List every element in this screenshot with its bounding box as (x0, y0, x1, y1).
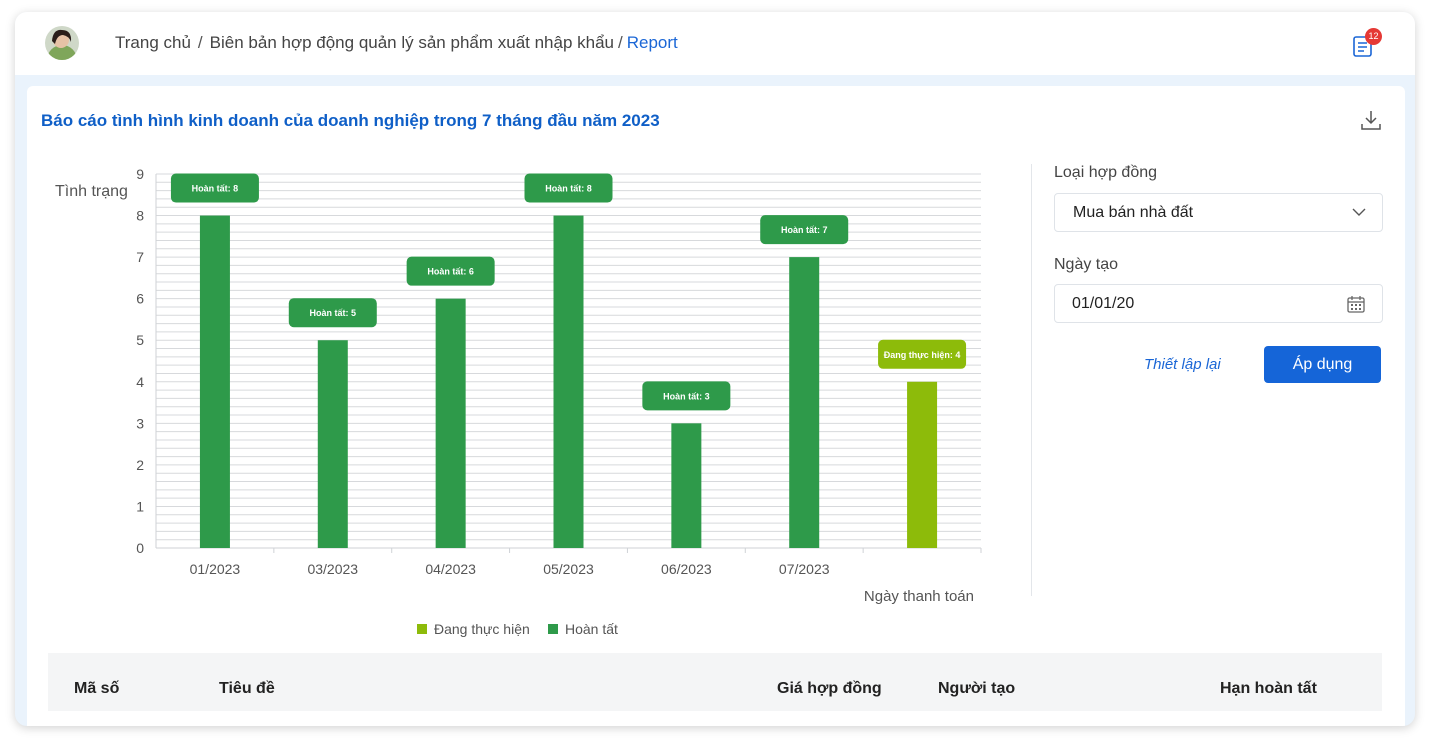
table-header: Mã số Tiêu đề Giá hợp đồng Người tạo Hạn… (48, 653, 1382, 711)
y-tick-label: 0 (136, 540, 144, 556)
bar-label-box (406, 256, 495, 286)
notification-badge: 12 (1365, 28, 1382, 45)
bar-data-label: Hoàn tất: 8 (545, 184, 592, 194)
bar-data-label: Đang thực hiện: 4 (884, 350, 961, 360)
bar-data-label: Hoàn tất: 5 (310, 308, 357, 318)
x-axis-title: Ngày thanh toán (864, 588, 974, 605)
reset-button[interactable]: Thiết lập lại (1144, 356, 1221, 373)
legend-swatch (417, 624, 427, 634)
column-header-code[interactable]: Mã số (74, 680, 120, 697)
y-tick-label: 1 (136, 498, 144, 514)
chevron-down-icon (1352, 208, 1366, 216)
contract-type-value: Mua bán nhà đất (1073, 204, 1194, 221)
bar-label-box (170, 173, 259, 203)
document-list-icon[interactable] (1351, 32, 1375, 58)
calendar-icon[interactable] (1346, 294, 1366, 314)
bar-data-label: Hoàn tất: 7 (781, 225, 828, 235)
x-tick-label: 07/2023 (779, 561, 830, 577)
created-date-field[interactable]: 01/01/20 (1054, 284, 1383, 323)
top-bar: Trang chủ / Biên bản hợp động quản lý sản … (15, 12, 1415, 75)
breadcrumb-separator: / (618, 33, 623, 52)
chart-area: 0 1 2 3 4 5 6 7 8 9 Tình trạng Hoàn tất: 8 01/2023 Ho… (27, 146, 1017, 666)
bar-data-label: Hoàn tất: 8 (192, 184, 239, 194)
bar-label-box (524, 173, 613, 203)
bar-7 (907, 381, 938, 548)
apply-button[interactable]: Áp dụng (1264, 346, 1381, 383)
breadcrumb-home[interactable]: Trang chủ (115, 33, 191, 52)
bar-label-box (288, 298, 377, 328)
bar-3 (435, 298, 466, 548)
breadcrumb-parent[interactable]: Biên bản hợp động quản lý sản phẩm xuất … (209, 33, 614, 52)
app-window: Trang chủ / Biên bản hợp động quản lý sản … (15, 12, 1415, 726)
y-axis-title: Tình trạng (55, 183, 128, 200)
created-date-value: 01/01/20 (1072, 295, 1135, 312)
bar-6 (789, 257, 820, 548)
x-tick-label: 05/2023 (543, 561, 594, 577)
y-tick-label: 3 (136, 415, 144, 431)
breadcrumb-current: Report (626, 33, 678, 52)
bar-data-label: Hoàn tất: 6 (427, 267, 474, 277)
panel-divider (1031, 164, 1032, 596)
bar-data-label: Hoàn tất: 3 (663, 391, 710, 401)
report-title: Báo cáo tình hình kinh doanh của doanh n… (41, 111, 660, 130)
contract-type-label: Loại hợp đồng (1054, 164, 1158, 181)
x-tick-label: 03/2023 (307, 561, 358, 577)
legend-label: Đang thực hiện (434, 621, 530, 637)
created-date-label: Ngày tạo (1054, 256, 1119, 273)
column-header-creator[interactable]: Người tạo (938, 680, 1016, 697)
bar-label-box (760, 215, 849, 245)
status-bar-chart: 0 1 2 3 4 5 6 7 8 9 Tình trạng Hoàn tất: 8 01/2023 Ho… (55, 166, 982, 637)
legend-swatch (548, 624, 558, 634)
bar-1 (199, 215, 230, 549)
report-card: Báo cáo tình hình kinh doanh của doanh n… (27, 86, 1405, 726)
bar-4 (553, 215, 584, 549)
contract-type-select[interactable]: Mua bán nhà đất (1054, 193, 1383, 232)
y-tick-label: 5 (136, 332, 144, 348)
bar-label-box (878, 339, 967, 369)
column-header-deadline[interactable]: Hạn hoàn tất (1220, 680, 1317, 697)
y-tick-label: 6 (136, 291, 144, 307)
y-tick-label: 7 (136, 249, 144, 265)
column-header-price[interactable]: Giá hợp đồng (777, 680, 882, 697)
bar-label-box (642, 381, 731, 411)
x-tick-label: 01/2023 (190, 561, 241, 577)
user-avatar[interactable] (45, 26, 79, 60)
y-tick-label: 8 (136, 208, 144, 224)
breadcrumb-separator: / (197, 33, 203, 52)
breadcrumb: Trang chủ / Biên bản hợp động quản lý sản … (115, 33, 678, 53)
bar-2 (317, 340, 348, 548)
column-header-title[interactable]: Tiêu đề (219, 680, 275, 697)
bar-5 (671, 423, 702, 548)
x-tick-label: 04/2023 (425, 561, 476, 577)
y-tick-label: 9 (136, 166, 144, 182)
y-tick-label: 2 (136, 457, 144, 473)
x-tick-label: 06/2023 (661, 561, 712, 577)
y-tick-label: 4 (136, 374, 144, 390)
download-icon[interactable] (1359, 108, 1383, 132)
legend-label: Hoàn tất (565, 621, 618, 637)
